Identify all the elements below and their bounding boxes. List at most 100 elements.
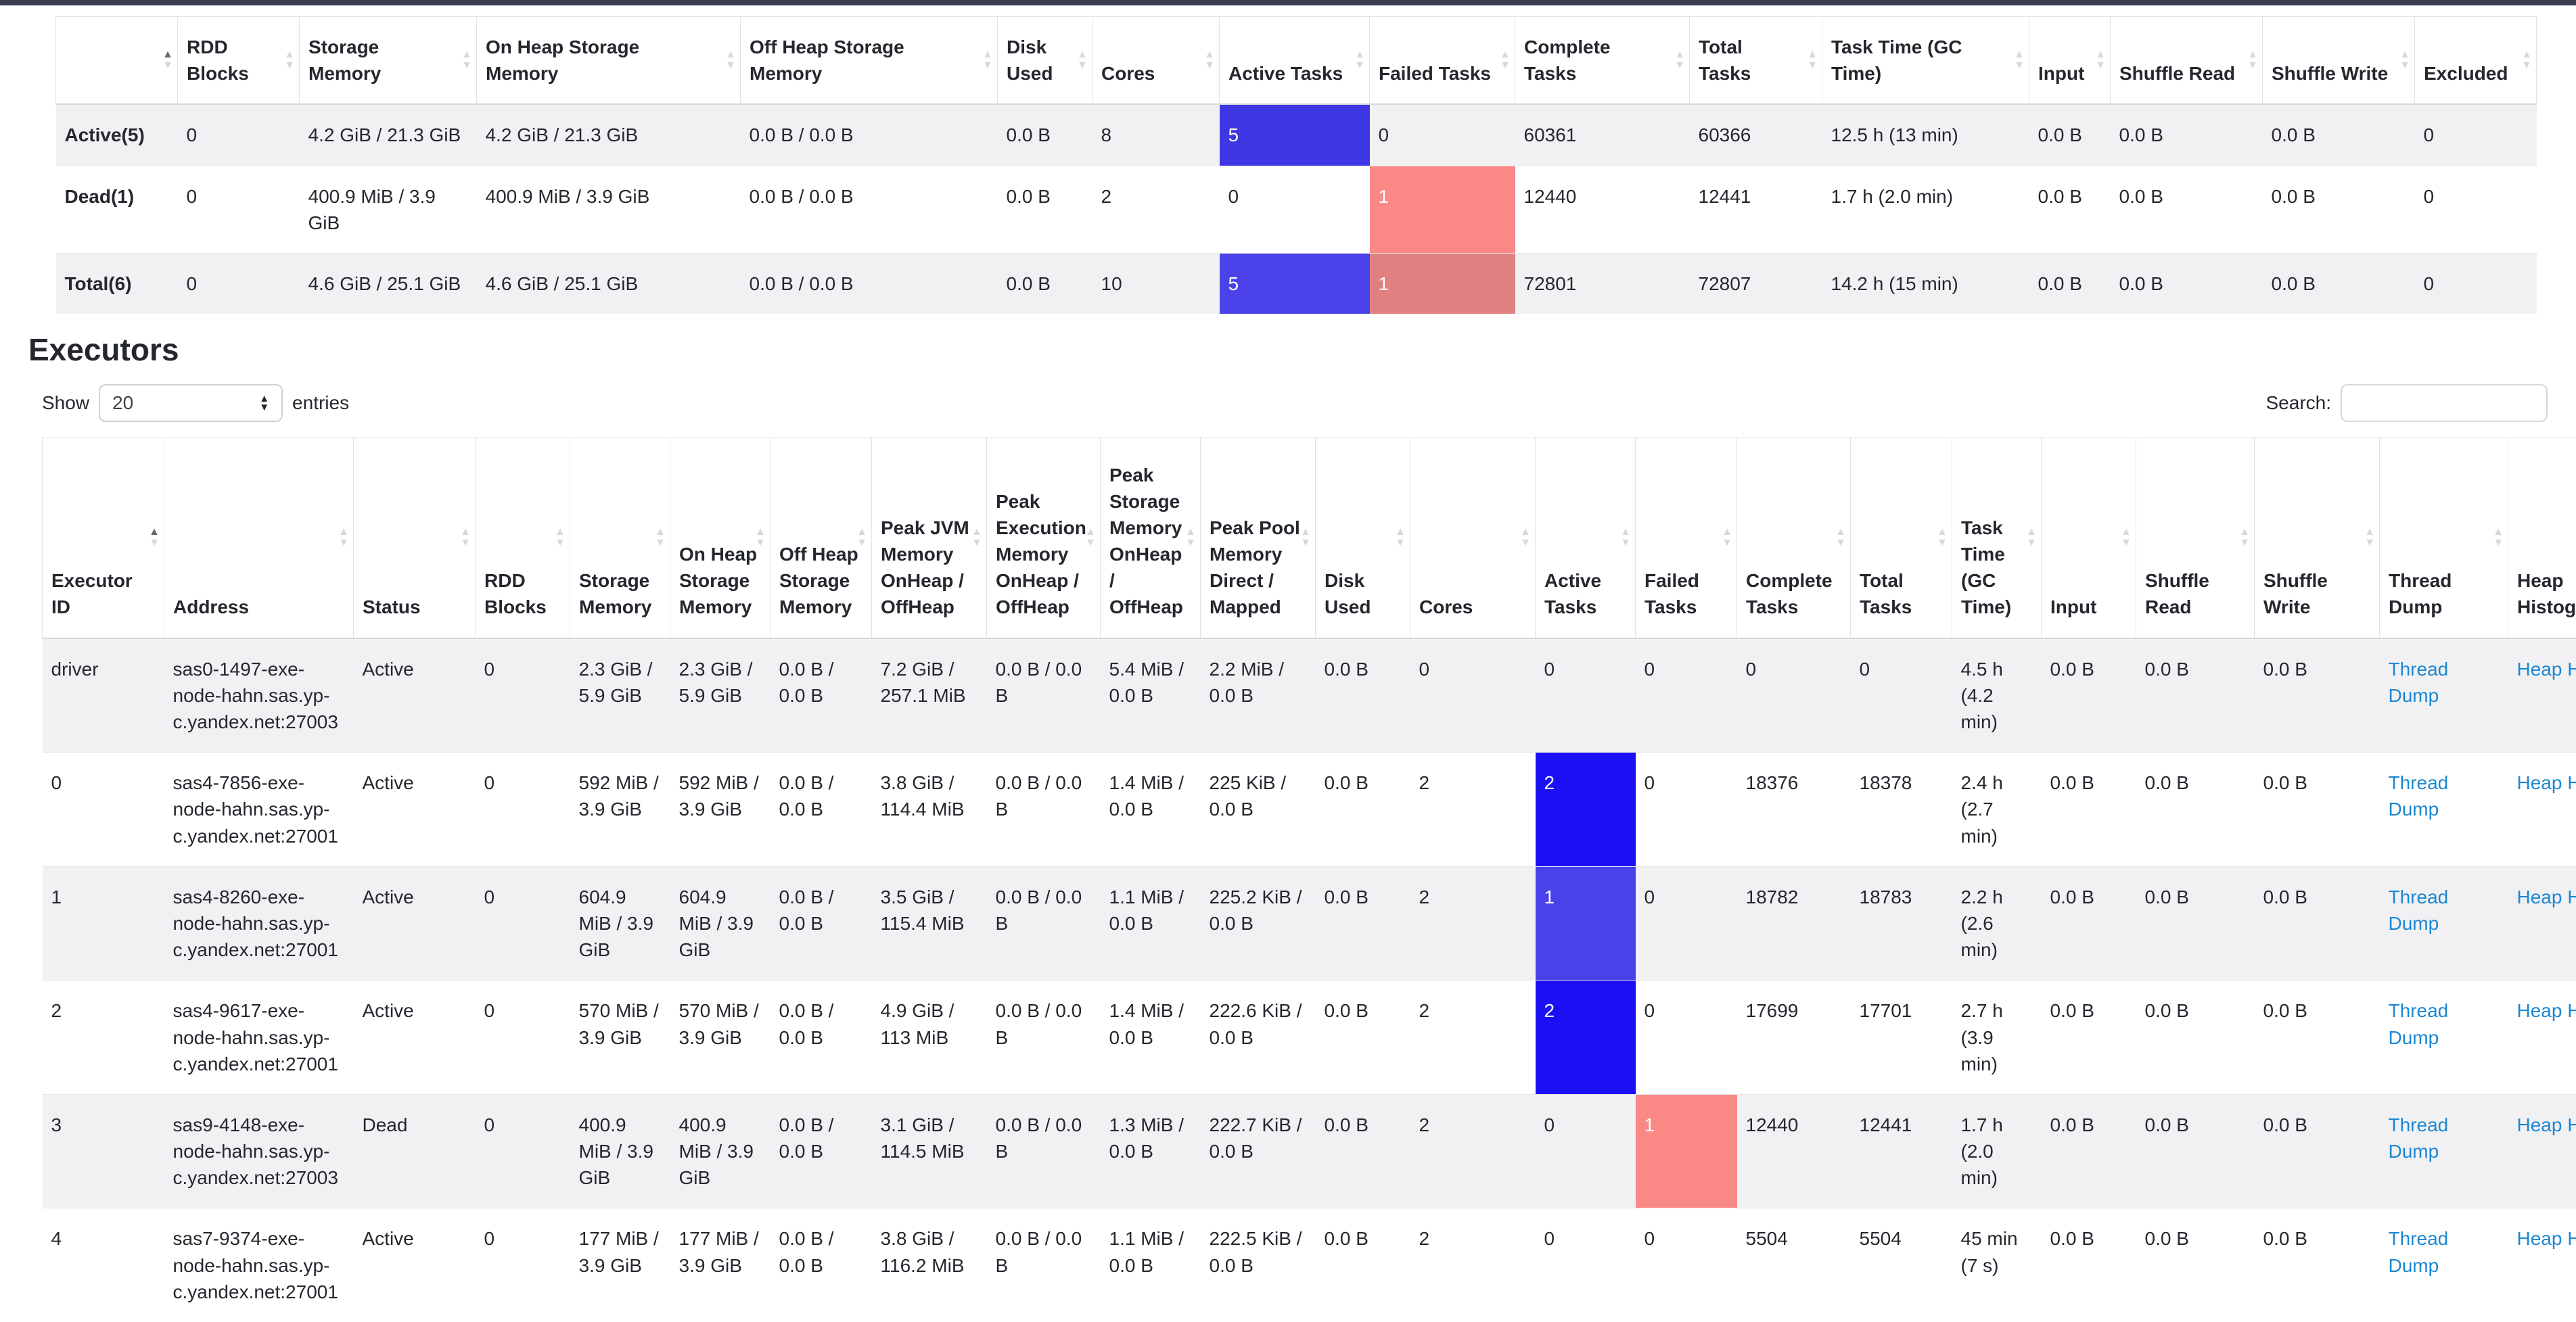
- col-active-tasks[interactable]: Active Tasks▲▼: [1536, 438, 1636, 638]
- col-peak-execution-memory[interactable]: Peak Execution Memory OnHeap / OffHeap▲▼: [987, 438, 1101, 638]
- cell-off-heap-storage-memory: 0.0 B / 0.0 B: [770, 753, 872, 867]
- cell-value: 400.9 MiB / 3.9 GiB: [486, 186, 650, 207]
- cell-value: 17701: [1860, 1000, 1912, 1021]
- cell-failed-tasks: 0: [1636, 866, 1737, 981]
- thread-dump-link[interactable]: Thread Dump: [2389, 887, 2449, 934]
- sort-icons: ▲▼: [982, 50, 993, 70]
- col-task-time-gc-time[interactable]: Task Time (GC Time)▲▼: [1952, 438, 2042, 638]
- col-failed-tasks[interactable]: Failed Tasks▲▼: [1636, 438, 1737, 638]
- thread-dump-link[interactable]: Thread Dump: [2389, 1000, 2449, 1047]
- cell-peak-execution-memory: 0.0 B / 0.0 B: [987, 638, 1101, 753]
- cell-value: 0: [1644, 772, 1655, 793]
- sort-icons: ▲▼: [1674, 50, 1685, 70]
- cell-shuffle-read: 0.0 B: [2111, 253, 2263, 314]
- col-row-label[interactable]: ▲▼: [56, 17, 178, 105]
- col-thread-dump[interactable]: Thread Dump▲▼: [2380, 438, 2508, 638]
- col-shuffle-read[interactable]: Shuffle Read▲▼: [2111, 17, 2263, 105]
- cell-rdd-blocks: 0: [476, 1208, 570, 1322]
- col-complete-tasks[interactable]: Complete Tasks▲▼: [1737, 438, 1851, 638]
- cell-executor-id: driver: [43, 638, 164, 753]
- cell-value: 0: [1644, 887, 1655, 907]
- col-rdd-blocks[interactable]: RDD Blocks▲▼: [476, 438, 570, 638]
- col-on-heap-storage-memory[interactable]: On Heap Storage Memory▲▼: [670, 438, 770, 638]
- col-active-tasks[interactable]: Active Tasks▲▼: [1220, 17, 1370, 105]
- heap-histogram-link[interactable]: Heap Histogram: [2517, 1228, 2576, 1249]
- col-heap-histogram[interactable]: Heap Histogram▲▼: [2508, 438, 2576, 638]
- cell-task-time-gc-time: 1.7 h (2.0 min): [1952, 1094, 2042, 1208]
- col-input[interactable]: Input▲▼: [2029, 17, 2111, 105]
- thread-dump-link[interactable]: Thread Dump: [2389, 1228, 2449, 1275]
- col-peak-pool-memory[interactable]: Peak Pool Memory Direct / Mapped▲▼: [1201, 438, 1316, 638]
- col-total-tasks[interactable]: Total Tasks▲▼: [1690, 17, 1822, 105]
- sort-asc-icon: ▲: [2014, 50, 2025, 60]
- thread-dump-link[interactable]: Thread Dump: [2389, 772, 2449, 820]
- cell-value: 0.0 B / 0.0 B: [779, 659, 834, 706]
- heap-histogram-link[interactable]: Heap Histogram: [2517, 772, 2576, 793]
- heap-histogram-link[interactable]: Heap Histogram: [2517, 1000, 2576, 1021]
- col-complete-tasks[interactable]: Complete Tasks▲▼: [1515, 17, 1690, 105]
- col-peak-jvm-memory[interactable]: Peak JVM Memory OnHeap / OffHeap▲▼: [872, 438, 987, 638]
- column-label: Peak Execution Memory OnHeap / OffHeap: [996, 491, 1086, 618]
- cell-executor-id: 2: [43, 981, 164, 1095]
- cell-address: sas0-1497-exe-node-hahn.sas.yp-c.yandex.…: [164, 638, 354, 753]
- cell-value: 0.0 B: [2145, 1000, 2189, 1021]
- col-cores[interactable]: Cores▲▼: [1410, 438, 1536, 638]
- heap-histogram-link[interactable]: Heap Histogram: [2517, 887, 2576, 907]
- cell-value: 1.1 MiB / 0.0 B: [1109, 1228, 1184, 1275]
- col-storage-memory[interactable]: Storage Memory▲▼: [300, 17, 477, 105]
- col-total-tasks[interactable]: Total Tasks▲▼: [1851, 438, 1952, 638]
- col-rdd-blocks[interactable]: RDD Blocks▲▼: [178, 17, 300, 105]
- col-input[interactable]: Input▲▼: [2042, 438, 2136, 638]
- cell-storage-memory: 570 MiB / 3.9 GiB: [570, 981, 670, 1095]
- heap-histogram-link[interactable]: Heap Histogram: [2517, 659, 2576, 680]
- col-on-heap-storage-memory[interactable]: On Heap Storage Memory▲▼: [477, 17, 741, 105]
- sort-asc-icon: ▲: [755, 527, 766, 537]
- cell-task-time-gc-time: 12.5 h (13 min): [1822, 104, 2029, 166]
- sort-icons: ▲▼: [1620, 527, 1631, 548]
- sort-asc-icon: ▲: [1722, 527, 1732, 537]
- col-status[interactable]: Status▲▼: [354, 438, 476, 638]
- col-disk-used[interactable]: Disk Used▲▼: [1316, 438, 1410, 638]
- col-shuffle-read[interactable]: Shuffle Read▲▼: [2136, 438, 2255, 638]
- sort-asc-icon: ▲: [971, 527, 982, 537]
- col-excluded[interactable]: Excluded▲▼: [2415, 17, 2537, 105]
- sort-desc-icon: ▼: [1500, 61, 1511, 70]
- cell-value: 0.0 B / 0.0 B: [996, 772, 1082, 820]
- cell-total-tasks: 12441: [1851, 1094, 1952, 1208]
- cell-heap-histogram: Heap Histogram: [2508, 866, 2576, 981]
- thread-dump-link[interactable]: Thread Dump: [2389, 659, 2449, 706]
- sort-desc-icon: ▼: [1807, 61, 1818, 70]
- cell-disk-used: 0.0 B: [998, 104, 1092, 166]
- col-failed-tasks[interactable]: Failed Tasks▲▼: [1370, 17, 1515, 105]
- cell-task-time-gc-time: 14.2 h (15 min): [1822, 253, 2029, 314]
- cell-excluded: 0: [2415, 253, 2537, 314]
- cell-input: 0.0 B: [2042, 981, 2136, 1095]
- column-label: RDD Blocks: [484, 570, 547, 617]
- col-disk-used[interactable]: Disk Used▲▼: [998, 17, 1092, 105]
- col-storage-memory[interactable]: Storage Memory▲▼: [570, 438, 670, 638]
- cell-value: 0.0 B / 0.0 B: [750, 186, 854, 207]
- col-shuffle-write[interactable]: Shuffle Write▲▼: [2263, 17, 2415, 105]
- col-off-heap-storage-memory[interactable]: Off Heap Storage Memory▲▼: [770, 438, 872, 638]
- col-task-time-gc-time[interactable]: Task Time (GC Time)▲▼: [1822, 17, 2029, 105]
- sort-desc-icon: ▼: [1077, 61, 1088, 70]
- thread-dump-link[interactable]: Thread Dump: [2389, 1114, 2449, 1162]
- cell-value: 592 MiB / 3.9 GiB: [679, 772, 759, 820]
- column-label: Disk Used: [1325, 570, 1371, 617]
- heap-histogram-link[interactable]: Heap Histogram: [2517, 1114, 2576, 1135]
- cell-peak-execution-memory: 0.0 B / 0.0 B: [987, 753, 1101, 867]
- col-cores[interactable]: Cores▲▼: [1092, 17, 1220, 105]
- cell-on-heap-storage-memory: 2.3 GiB / 5.9 GiB: [670, 638, 770, 753]
- cell-value: 2.2 MiB / 0.0 B: [1210, 659, 1284, 706]
- search-input[interactable]: [2341, 384, 2548, 422]
- cell-value: 12440: [1746, 1114, 1799, 1135]
- col-off-heap-storage-memory[interactable]: Off Heap Storage Memory▲▼: [741, 17, 998, 105]
- col-shuffle-write[interactable]: Shuffle Write▲▼: [2255, 438, 2380, 638]
- page-size-select[interactable]: 20 ▲▼: [99, 384, 283, 422]
- cell-complete-tasks: 60361: [1515, 104, 1690, 166]
- col-peak-storage-memory[interactable]: Peak Storage Memory OnHeap / OffHeap▲▼: [1101, 438, 1201, 638]
- col-address[interactable]: Address▲▼: [164, 438, 354, 638]
- sort-icons: ▲▼: [655, 527, 666, 548]
- col-executor-id[interactable]: Executor ID▲▼: [43, 438, 164, 638]
- sort-desc-icon: ▼: [2247, 61, 2258, 70]
